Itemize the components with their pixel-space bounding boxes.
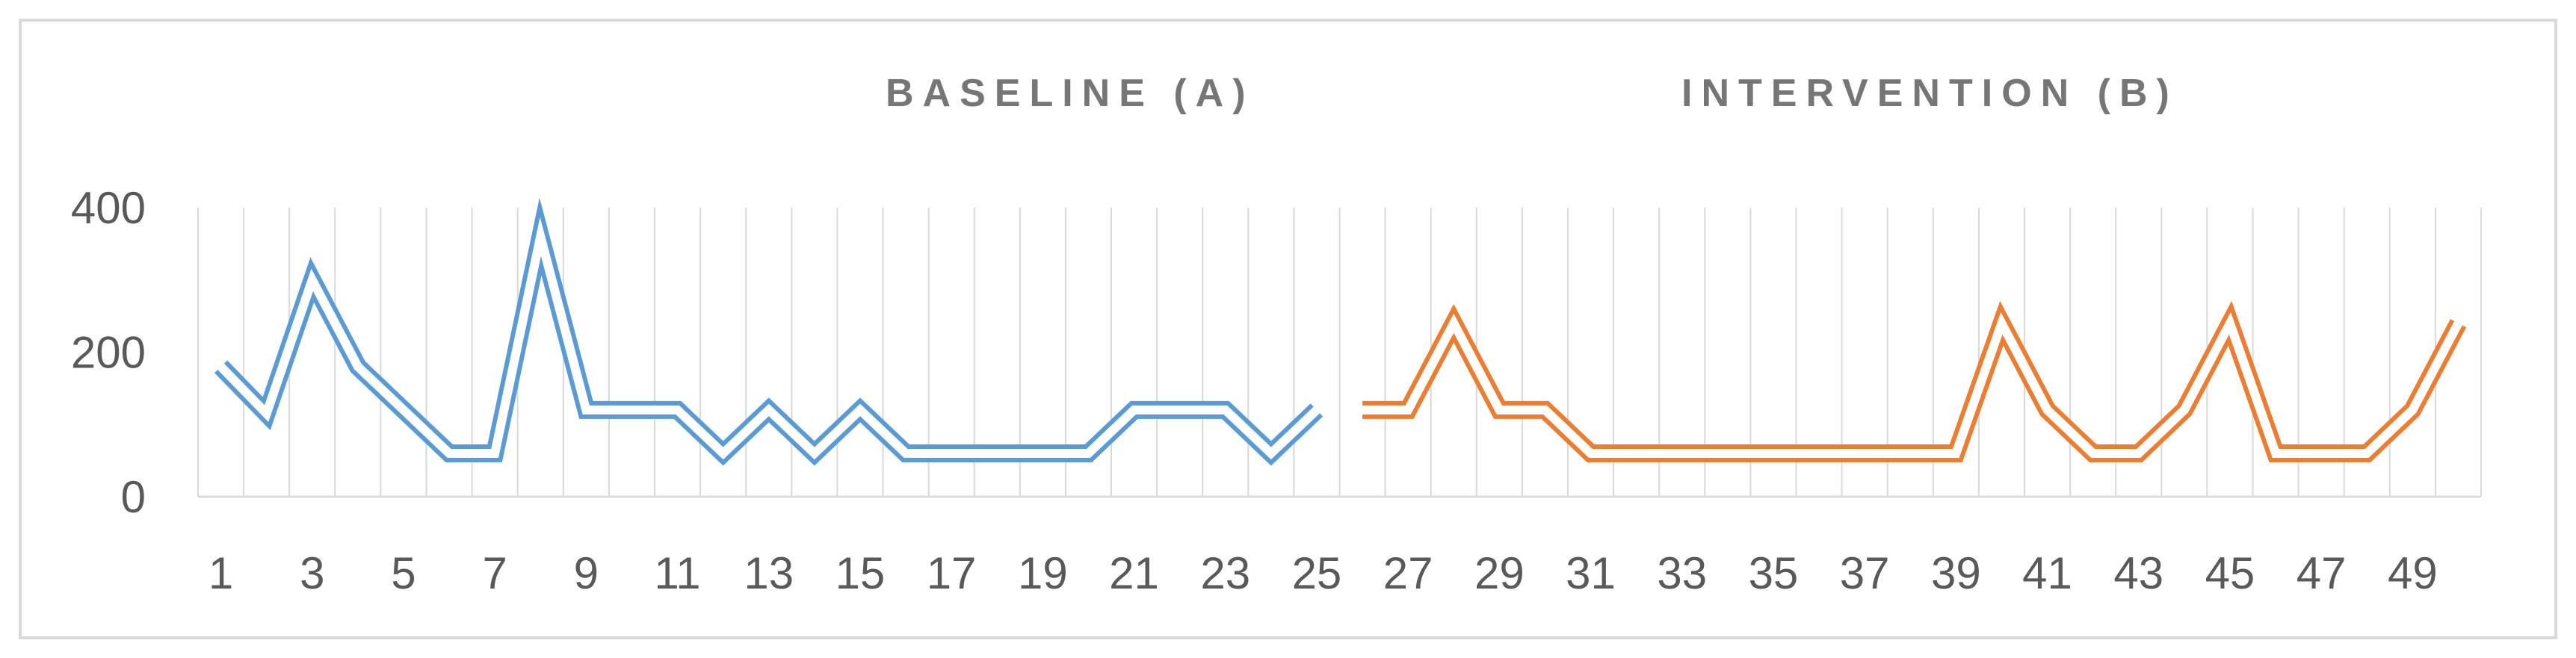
series-line-inner bbox=[217, 217, 1321, 460]
x-axis: 1 3 5 7 9 11 13 15 17 19 21 23 25 27 29 31 33 35 37 39 41 43 4… bbox=[209, 548, 2438, 598]
gridlines bbox=[197, 208, 2482, 497]
x-tick-label: 41 bbox=[2022, 548, 2072, 598]
y-axis: 0 200 400 bbox=[71, 183, 146, 522]
x-tick-label: 13 bbox=[744, 548, 794, 598]
x-tick-label: 3 bbox=[300, 548, 324, 598]
x-tick-label: 9 bbox=[574, 548, 599, 598]
x-tick-label: 31 bbox=[1566, 548, 1616, 598]
x-tick-label: 27 bbox=[1383, 548, 1433, 598]
x-tick-label: 45 bbox=[2205, 548, 2255, 598]
x-tick-label: 17 bbox=[927, 548, 977, 598]
x-tick-label: 35 bbox=[1749, 548, 1799, 598]
x-tick-label: 15 bbox=[835, 548, 886, 598]
x-tick-label: 1 bbox=[209, 548, 233, 598]
x-tick-label: 21 bbox=[1109, 548, 1159, 598]
plot-area bbox=[214, 197, 2467, 466]
chart-border bbox=[19, 19, 2557, 639]
series-line-inner bbox=[1362, 311, 2462, 458]
x-tick-label: 23 bbox=[1200, 548, 1250, 598]
x-tick-label: 11 bbox=[654, 548, 700, 598]
y-tick-label: 0 bbox=[121, 472, 146, 522]
x-tick-label: 19 bbox=[1018, 548, 1068, 598]
phase-label-intervention: INTERVENTION (B) bbox=[1681, 72, 2178, 115]
x-tick-label: 5 bbox=[391, 548, 416, 598]
x-tick-label: 33 bbox=[1657, 548, 1707, 598]
x-tick-label: 25 bbox=[1292, 548, 1342, 598]
x-tick-label: 43 bbox=[2113, 548, 2163, 598]
y-tick-label: 200 bbox=[71, 328, 146, 378]
x-tick-label: 49 bbox=[2388, 548, 2438, 598]
y-tick-label: 400 bbox=[71, 183, 146, 233]
series-baseline bbox=[214, 197, 1323, 466]
x-tick-label: 47 bbox=[2297, 548, 2347, 598]
x-tick-label: 29 bbox=[1474, 548, 1525, 598]
x-tick-label: 37 bbox=[1840, 548, 1890, 598]
x-tick-label: 39 bbox=[1931, 548, 1981, 598]
x-tick-label: 7 bbox=[482, 548, 507, 598]
phase-label-baseline: BASELINE (A) bbox=[886, 72, 1255, 115]
series-intervention bbox=[1362, 300, 2467, 462]
